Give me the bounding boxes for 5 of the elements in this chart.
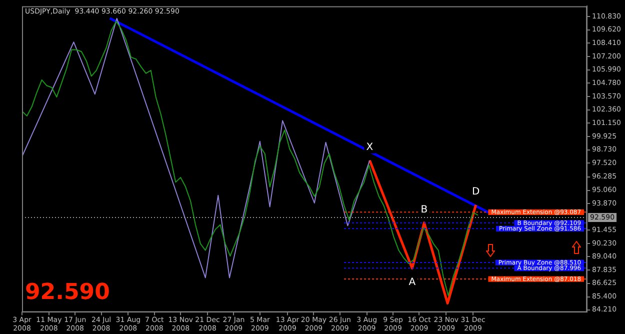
annotation: 92.590 (25, 280, 110, 305)
annotation: B (420, 204, 428, 216)
annotation: X (366, 142, 374, 153)
annotation: D (472, 186, 480, 198)
annotation: A (408, 276, 416, 288)
